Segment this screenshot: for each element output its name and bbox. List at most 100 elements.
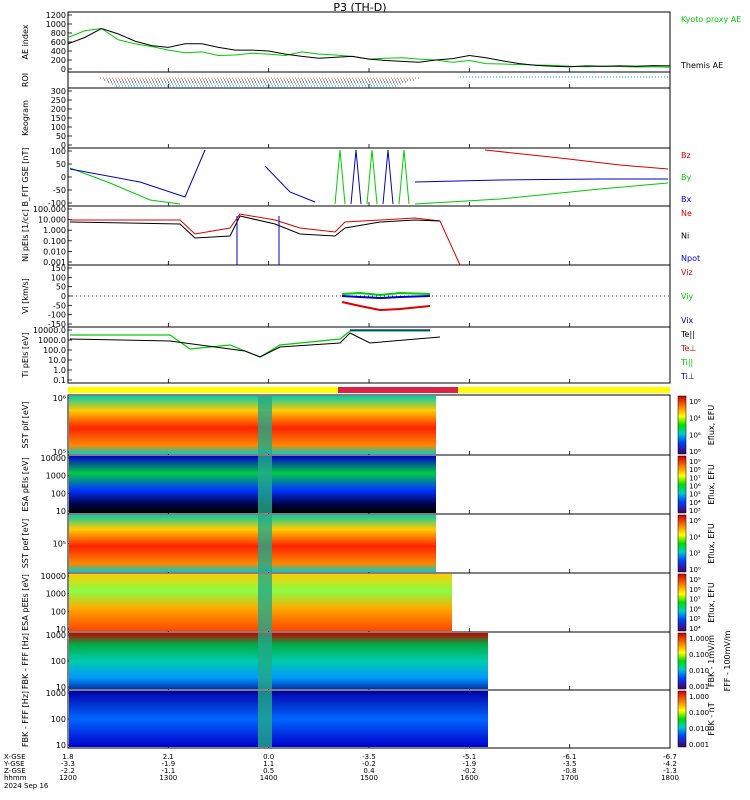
legend-viy: Viy bbox=[681, 292, 694, 301]
bfield-osc bbox=[398, 149, 410, 205]
bfield-osc bbox=[366, 149, 378, 205]
y-tick-label: 50 bbox=[56, 132, 66, 141]
footer-value: -3.5 bbox=[563, 760, 577, 768]
colorbar-tick: 0.010 bbox=[689, 725, 709, 733]
footer-value: 2.1 bbox=[163, 753, 174, 761]
y-tick-label: -50 bbox=[53, 301, 66, 310]
y-tick-label: 800 bbox=[51, 29, 66, 38]
temp-te-par bbox=[69, 332, 441, 358]
y-axis-label: AE index bbox=[21, 24, 30, 59]
bfield-by-2 bbox=[414, 182, 669, 205]
footer-value: -6.1 bbox=[563, 753, 577, 761]
legend-ti-: Ti|| bbox=[680, 358, 693, 367]
y-tick-label: 100 bbox=[51, 123, 66, 132]
footer-row-label: X-GSE bbox=[4, 753, 26, 761]
y-tick-label: 10⁵ bbox=[53, 448, 66, 457]
y-axis-label: FBK - FFF [Hz] bbox=[21, 633, 30, 689]
y-tick-label: 300 bbox=[51, 87, 66, 96]
y-axis-label: Ti pEIs [eV] bbox=[21, 332, 30, 378]
spectrogram-stripe bbox=[258, 515, 272, 572]
y-tick-label: 0.010 bbox=[43, 247, 66, 256]
footer-value: 1700 bbox=[561, 774, 579, 782]
legend-npot: Npot bbox=[681, 254, 700, 263]
panel-frame-ae bbox=[67, 11, 671, 73]
colorbar-sst_e bbox=[677, 514, 687, 573]
series-line-themis-ae bbox=[67, 27, 671, 68]
footer-value: -1.3 bbox=[663, 767, 677, 775]
y-tick-label: 0 bbox=[61, 65, 66, 74]
y-tick-label: 10000 bbox=[41, 454, 66, 463]
y-tick-label: 1.000 bbox=[43, 226, 66, 235]
colorbar-tick: 10⁸ bbox=[689, 398, 701, 406]
spectrogram-sst_i bbox=[69, 396, 436, 454]
colorbar-tick: 10⁶ bbox=[689, 483, 701, 491]
y-tick-label: 1000 bbox=[46, 472, 66, 481]
colorbar-tick: 0.001 bbox=[689, 683, 709, 691]
y-tick-label: 0 bbox=[61, 173, 66, 182]
colorbar-fbk_ffw bbox=[677, 690, 687, 748]
spectrogram-fbk_ffw bbox=[69, 691, 488, 747]
footer-row-label: Z-GSE bbox=[4, 767, 26, 775]
y-tick-label: 10000 bbox=[41, 572, 66, 581]
panel-frame-n bbox=[67, 205, 671, 266]
footer-value: -2.2 bbox=[61, 767, 75, 775]
y-axis-label: Keogram bbox=[21, 100, 30, 136]
y-tick-label: 100 bbox=[51, 489, 66, 498]
colorbar-tick: 10⁷ bbox=[689, 474, 701, 482]
footer-value: -0.8 bbox=[563, 767, 577, 775]
y-tick-label: 100 bbox=[51, 715, 66, 724]
footer-row-label: Y-GSE bbox=[3, 760, 25, 768]
y-tick-label: 1200 bbox=[46, 11, 66, 20]
bfield-osc bbox=[334, 149, 346, 205]
y-tick-label: 150 bbox=[51, 264, 66, 273]
spectrogram-stripe bbox=[258, 456, 272, 513]
legend-kyoto-proxy-ae: Kyoto proxy AE bbox=[681, 15, 741, 24]
footer-value: 1200 bbox=[59, 774, 77, 782]
y-tick-label: 150 bbox=[51, 114, 66, 123]
y-tick-label: 1000 bbox=[46, 631, 66, 640]
bfield-bx-3 bbox=[414, 178, 668, 183]
colorbar-esa_e bbox=[677, 573, 687, 632]
vel-vix bbox=[341, 295, 431, 300]
colorbar-label: Eflux, EFU bbox=[707, 523, 716, 564]
vel-viz bbox=[341, 301, 431, 312]
legend-ti-: Ti⊥ bbox=[680, 372, 695, 381]
legend-bz: Bz bbox=[681, 151, 691, 160]
y-axis-label: Vi [km/s] bbox=[21, 278, 30, 314]
colorbar-label: Eflux, EFU bbox=[707, 582, 716, 623]
bfield-bz bbox=[484, 149, 669, 170]
y-tick-label: 10.000 bbox=[38, 216, 66, 225]
y-tick-label: 10 bbox=[56, 507, 66, 516]
colorbar-tick: 10⁴ bbox=[689, 415, 701, 423]
plot-title: P3 (TH-D) bbox=[333, 1, 386, 14]
bfield-bx bbox=[69, 149, 206, 198]
y-tick-label: 10⁵ bbox=[53, 540, 66, 549]
y-axis-label: SST pef [eV] bbox=[21, 519, 30, 569]
y-tick-label: -150 bbox=[48, 320, 66, 329]
colorbar-tick: 1.000 bbox=[689, 693, 709, 701]
bfield-by bbox=[69, 167, 181, 205]
y-tick-label: 100 bbox=[51, 273, 66, 282]
y-tick-label: 100 bbox=[51, 147, 66, 156]
colorbar-label: FBK - nT bbox=[707, 702, 716, 735]
y-tick-label: 1000 bbox=[46, 689, 66, 698]
y-tick-label: 0 bbox=[61, 141, 66, 150]
footer-value: -0.2 bbox=[362, 760, 376, 768]
footer-value: -6.7 bbox=[663, 753, 677, 761]
y-axis-label: ROI bbox=[21, 73, 30, 87]
colorbar-tick: 10⁷ bbox=[689, 596, 701, 604]
panel-frame-keogram bbox=[67, 87, 671, 149]
colorbar-tick: 10⁵ bbox=[689, 615, 701, 623]
footer-value: 1300 bbox=[159, 774, 177, 782]
footer-value: -1.9 bbox=[462, 760, 476, 768]
footer-value: -0.2 bbox=[462, 767, 476, 775]
legend-themis-ae: Themis AE bbox=[680, 61, 723, 70]
y-tick-label: 100 bbox=[51, 607, 66, 616]
y-axis-label: SST pif [eV] bbox=[21, 402, 30, 449]
colorbar-tick: 10⁶ bbox=[689, 431, 701, 439]
y-tick-label: 200 bbox=[51, 56, 66, 65]
spectrogram-sst_e bbox=[69, 515, 436, 572]
y-tick-label: 10000.0 bbox=[33, 326, 66, 335]
y-tick-label: 10.0 bbox=[48, 356, 66, 365]
y-tick-label: -100 bbox=[48, 199, 66, 208]
